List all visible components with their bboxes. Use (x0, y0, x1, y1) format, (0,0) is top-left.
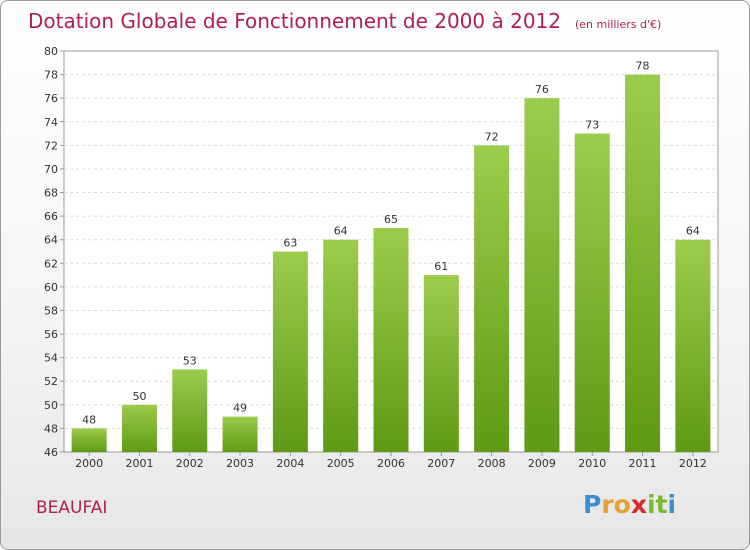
x-tick-label: 2002 (176, 457, 204, 470)
x-tick-label: 2006 (377, 457, 405, 470)
bar-value-label: 64 (334, 225, 348, 238)
bar (222, 416, 258, 452)
x-axis-ticks: 2000 2001 2002 2003 2004 2005 2006 2007 2008 2009… (75, 452, 707, 470)
y-tick-label: 46 (44, 446, 58, 459)
y-tick-label: 66 (44, 210, 58, 223)
y-tick-label: 50 (44, 399, 58, 412)
y-tick-label: 76 (44, 92, 58, 105)
x-tick-label: 2008 (478, 457, 506, 470)
chart-title-text: Dotation Globale de Fonctionnement de 20… (28, 9, 561, 33)
y-tick-label: 56 (44, 328, 58, 341)
bar-value-label: 72 (485, 130, 499, 143)
y-tick-label: 72 (44, 139, 58, 152)
bar (121, 404, 157, 452)
x-tick-label: 2001 (125, 457, 153, 470)
x-tick-label: 2000 (75, 457, 103, 470)
logo-letter: r (601, 490, 614, 519)
proxiti-logo: Proxiti (583, 490, 676, 519)
y-tick-label: 54 (44, 352, 58, 365)
bar-value-label: 63 (283, 237, 297, 250)
commune-name: BEAUFAI (36, 498, 108, 518)
y-tick-label: 74 (44, 116, 58, 129)
logo-letter: i (647, 490, 656, 519)
bars (71, 74, 711, 453)
y-tick-label: 58 (44, 304, 58, 317)
chart-subtitle: (en milliers d'€) (575, 18, 662, 31)
y-tick-label: 48 (44, 422, 58, 435)
x-tick-label: 2005 (327, 457, 355, 470)
bar-value-label: 49 (233, 402, 247, 415)
logo-letter: t (655, 490, 668, 519)
x-tick-label: 2010 (578, 457, 606, 470)
y-tick-label: 70 (44, 163, 58, 176)
y-tick-label: 62 (44, 257, 58, 270)
bar (625, 74, 661, 453)
bar-value-label: 61 (434, 260, 448, 273)
y-tick-label: 68 (44, 187, 58, 200)
logo-letter: i (667, 490, 677, 519)
bar (675, 239, 711, 452)
bar-value-label: 78 (636, 60, 650, 73)
bar (373, 227, 409, 452)
bar (524, 98, 560, 453)
logo-letter: P (583, 490, 602, 519)
bar-value-label: 65 (384, 213, 398, 226)
x-tick-label: 2012 (679, 457, 707, 470)
x-tick-label: 2007 (427, 457, 455, 470)
y-tick-label: 60 (44, 281, 58, 294)
bar-value-label: 73 (585, 119, 599, 132)
bar-value-label: 50 (132, 390, 146, 403)
x-tick-label: 2009 (528, 457, 556, 470)
bar-value-label: 48 (82, 413, 96, 426)
bar-value-label: 64 (686, 225, 700, 238)
chart-title: Dotation Globale de Fonctionnement de 20… (28, 9, 661, 33)
logo-letter: o (613, 490, 631, 519)
bar (71, 428, 107, 452)
y-tick-label: 64 (44, 234, 58, 247)
bar (272, 251, 308, 452)
bar (574, 133, 610, 452)
x-tick-label: 2011 (629, 457, 657, 470)
y-tick-label: 52 (44, 375, 58, 388)
bar (172, 369, 208, 452)
logo-letter: x (630, 490, 647, 519)
bar (323, 239, 359, 452)
bar (474, 145, 510, 452)
y-axis-ticks: 46 48 50 52 54 56 58 60 62 64 66 68 70 72 74 76 78 80 (44, 45, 64, 459)
data-labels: 48 50 53 49 63 64 65 61 72 76 73 78 64 (82, 60, 700, 427)
bar-value-label: 53 (183, 354, 197, 367)
y-tick-label: 78 (44, 69, 58, 82)
x-tick-label: 2003 (226, 457, 254, 470)
bar-value-label: 76 (535, 83, 549, 96)
x-tick-label: 2004 (276, 457, 304, 470)
y-tick-label: 80 (44, 45, 58, 58)
bar (423, 275, 459, 452)
